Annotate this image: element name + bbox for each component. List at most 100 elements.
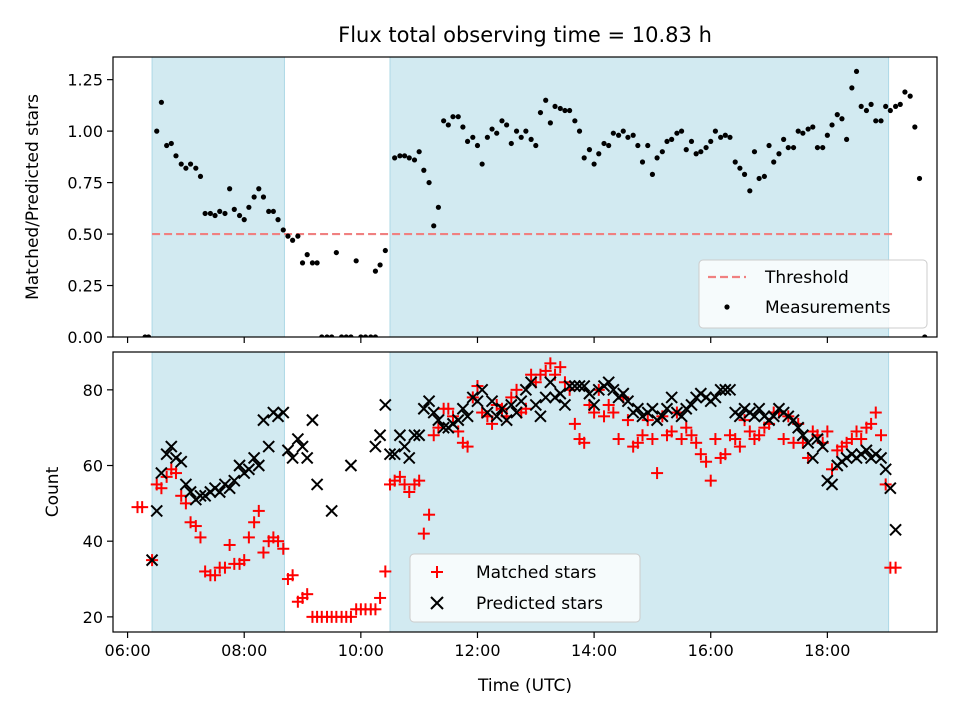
predicted-star-point xyxy=(519,383,533,397)
matched-legend-label: Matched stars xyxy=(476,563,596,583)
measurement-point xyxy=(814,144,821,151)
ratio-panel-frame xyxy=(112,56,938,338)
matched-star-point xyxy=(369,603,382,616)
predicted-star-point xyxy=(879,463,892,476)
matched-star-point xyxy=(423,508,436,521)
matched-star-point xyxy=(539,364,552,377)
measurement-point xyxy=(183,165,189,171)
predicted-star-point xyxy=(801,436,815,450)
measurement-point xyxy=(785,144,791,151)
predicted-star-point xyxy=(738,402,751,415)
measurement-point xyxy=(562,107,568,114)
measurement-point xyxy=(537,109,544,116)
predicted-star-point xyxy=(539,391,552,404)
predicted-star-point xyxy=(889,523,902,537)
predicted-star-point xyxy=(257,413,270,427)
predicted-star-point xyxy=(252,459,265,472)
measurement-point xyxy=(737,165,743,171)
predicted-star-point xyxy=(145,553,159,567)
predicted-star-point xyxy=(422,394,436,408)
measurement-point xyxy=(712,128,719,134)
x-tick-label: 12:00 xyxy=(454,641,500,660)
matched-star-point xyxy=(248,516,261,529)
measurement-point xyxy=(610,130,616,136)
matched-star-point xyxy=(544,357,557,370)
matched-star-point xyxy=(194,531,207,544)
measurement-point xyxy=(455,114,461,120)
matched-star-point xyxy=(568,417,581,430)
predicted-star-point xyxy=(767,410,780,423)
y-tick-label: 0.00 xyxy=(67,328,103,347)
measurement-point xyxy=(829,122,835,128)
measurement-point xyxy=(863,107,870,114)
predicted-star-point xyxy=(602,376,615,389)
measurement-point xyxy=(508,140,514,147)
measurement-point xyxy=(164,142,170,149)
measurement-point xyxy=(368,334,374,337)
measurement-point xyxy=(800,130,806,136)
measurement-point xyxy=(645,142,651,149)
predicted-star-point xyxy=(534,410,547,423)
predicted-star-point xyxy=(792,421,805,434)
predicted-star-point xyxy=(437,421,450,434)
measurement-point xyxy=(572,118,578,124)
matched-star-point xyxy=(743,425,756,438)
matched-star-point xyxy=(452,425,465,438)
matched-star-point xyxy=(427,429,440,442)
measurement-point xyxy=(309,260,316,266)
predicted-star-point xyxy=(568,379,582,393)
matched-star-point xyxy=(413,474,426,487)
matched-star-point xyxy=(403,486,416,498)
matched-star-point xyxy=(598,410,611,423)
measurement-point xyxy=(601,140,607,147)
predicted-star-point xyxy=(281,444,295,457)
measurement-point xyxy=(285,233,291,239)
measurement-point xyxy=(766,142,772,149)
measurement-point xyxy=(727,134,733,140)
measurement-point xyxy=(839,116,845,122)
predicted-star-point xyxy=(714,383,727,397)
predicted-star-point xyxy=(500,413,513,427)
measurement-point xyxy=(533,142,539,149)
measurement-point xyxy=(397,153,403,159)
predicted-star-point xyxy=(412,429,426,442)
matched-star-point xyxy=(700,455,713,468)
predicted-star-point xyxy=(150,504,163,518)
matched-star-point xyxy=(179,497,192,510)
measurement-point xyxy=(217,208,223,215)
y-tick-label: 1.25 xyxy=(67,71,103,90)
measurement-point xyxy=(916,175,923,182)
predicted-star-point xyxy=(160,447,173,461)
measurement-point xyxy=(615,132,622,138)
measurement-point xyxy=(207,210,213,217)
matched-star-point xyxy=(777,433,790,446)
x-tick-label: 06:00 xyxy=(105,641,151,660)
measurement-point xyxy=(372,268,379,274)
measurement-point xyxy=(892,103,899,110)
measurement-point xyxy=(873,118,879,124)
y-tick-label: 60 xyxy=(83,457,103,476)
predicted-star-point xyxy=(155,466,168,480)
predicted-star-point xyxy=(607,383,620,397)
predicted-star-point xyxy=(510,406,523,419)
predicted-star-point xyxy=(228,474,241,487)
measurement-point xyxy=(781,136,787,142)
measurement-point xyxy=(518,134,524,140)
matched-star-point xyxy=(155,482,168,495)
measurement-point xyxy=(824,132,830,138)
measurement-point xyxy=(246,204,252,210)
matched-star-point xyxy=(588,406,601,419)
matched-star-point xyxy=(578,436,591,449)
matched-star-point xyxy=(821,425,834,438)
predicted-star-point xyxy=(446,417,460,431)
measurement-point xyxy=(596,151,602,157)
predicted-star-point xyxy=(675,410,688,423)
ratio-panel: 0.00 0.25 0.50 0.75 1.00 1.25 Matched/Predict… xyxy=(23,56,938,347)
measurement-point xyxy=(431,223,437,229)
measurement-point xyxy=(747,188,753,194)
matched-star-point xyxy=(733,440,746,453)
measurement-point xyxy=(708,138,714,145)
measurement-point xyxy=(280,227,286,233)
measurement-point xyxy=(674,130,680,136)
predicted-star-point xyxy=(393,429,407,442)
